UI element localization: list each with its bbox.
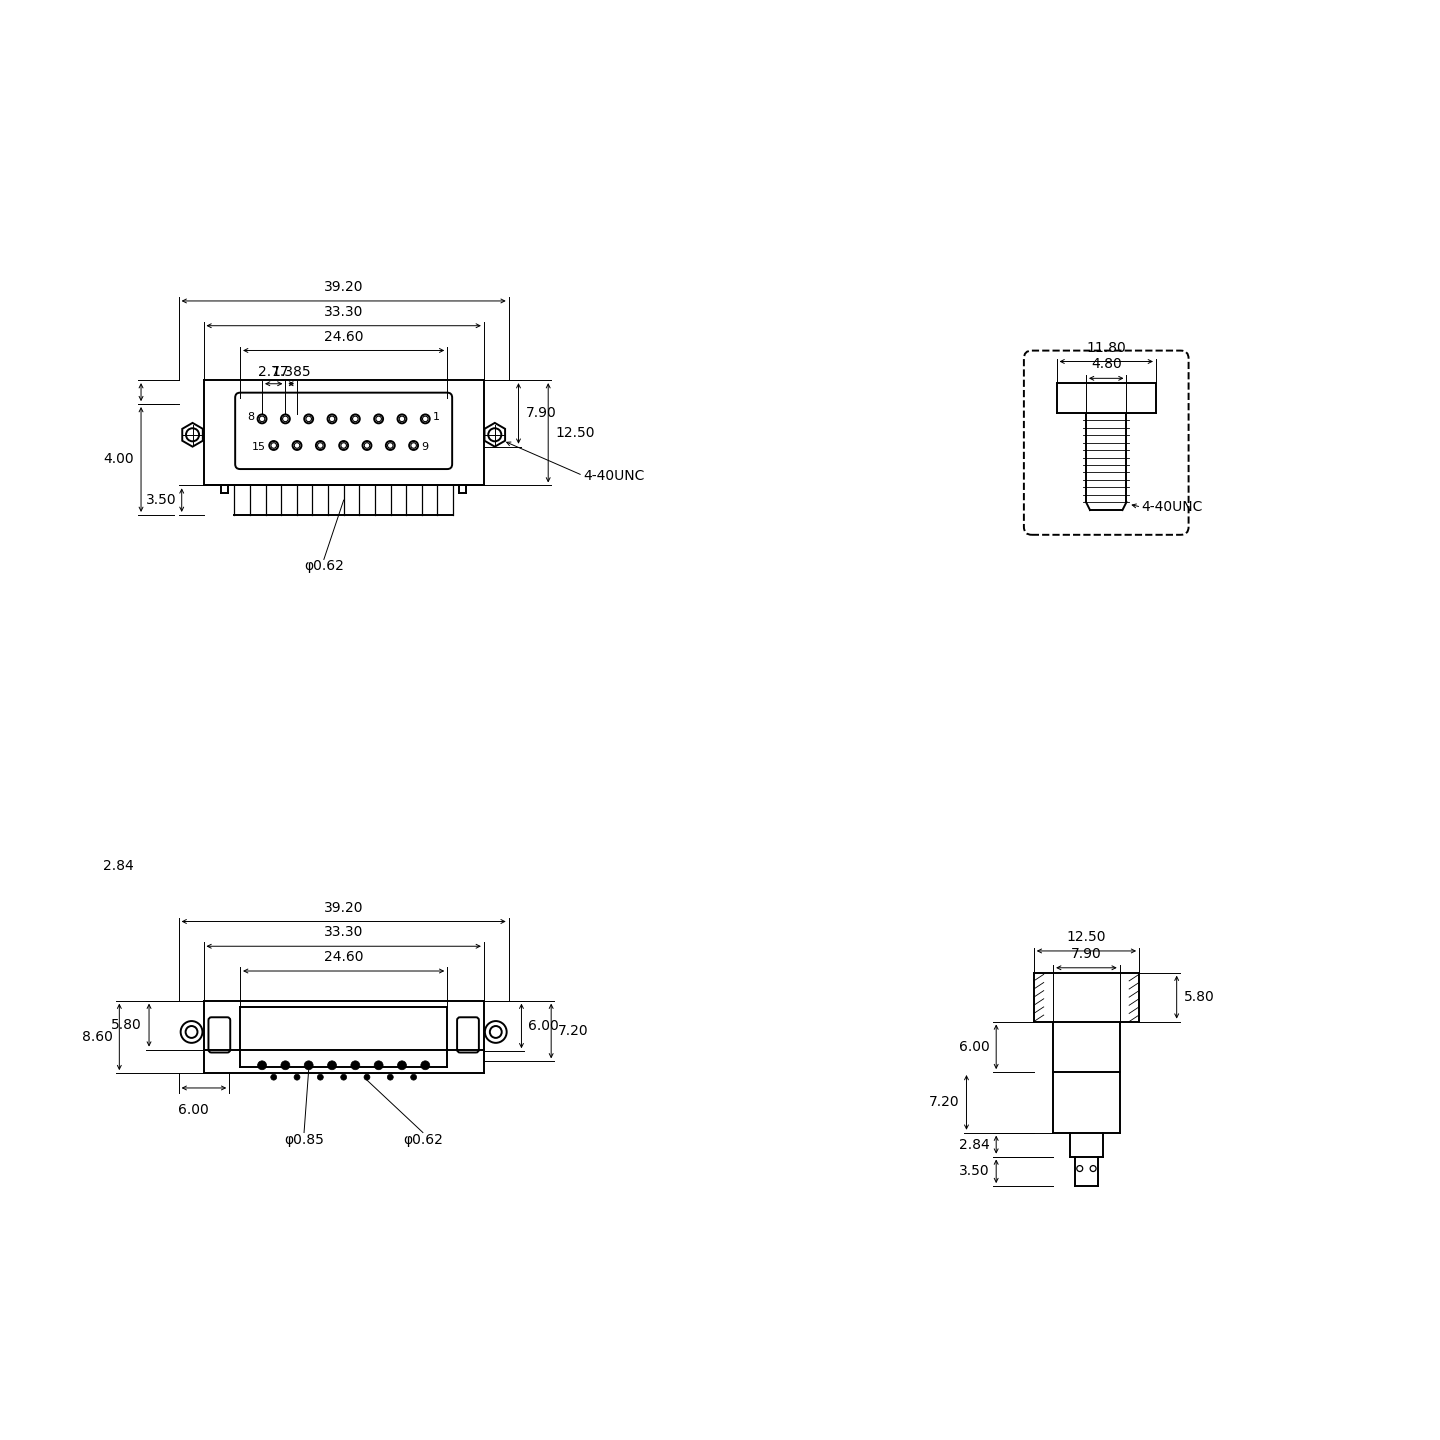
Text: 4.80: 4.80 [1092, 357, 1122, 372]
Text: 2.77: 2.77 [258, 364, 289, 379]
Text: 33.30: 33.30 [324, 305, 363, 318]
Text: 7.20: 7.20 [559, 1024, 589, 1038]
Circle shape [374, 1061, 383, 1070]
Text: 7.90: 7.90 [526, 406, 556, 420]
Text: 4-40UNC: 4-40UNC [583, 468, 644, 482]
Text: 4.00: 4.00 [104, 452, 134, 467]
Circle shape [281, 1061, 289, 1070]
Circle shape [387, 1074, 393, 1080]
Circle shape [341, 1074, 347, 1080]
Text: 7.20: 7.20 [929, 1096, 959, 1109]
Text: 11.80: 11.80 [1086, 340, 1126, 354]
Circle shape [271, 1074, 276, 1080]
Text: 2.84: 2.84 [959, 1138, 989, 1152]
Circle shape [327, 1061, 337, 1070]
Text: φ0.62: φ0.62 [403, 1132, 444, 1146]
Circle shape [258, 1061, 266, 1070]
Text: 8: 8 [248, 412, 255, 422]
Text: 24.60: 24.60 [324, 330, 363, 344]
Text: 5.80: 5.80 [1184, 991, 1214, 1004]
Circle shape [317, 1074, 324, 1080]
Text: 1: 1 [432, 412, 439, 422]
Text: 12.50: 12.50 [1067, 930, 1106, 945]
Text: 3.50: 3.50 [959, 1165, 989, 1178]
Circle shape [420, 1061, 429, 1070]
Text: 24.60: 24.60 [324, 950, 363, 963]
Text: 3.50: 3.50 [145, 492, 177, 507]
Text: 9: 9 [420, 442, 428, 452]
Text: 2.84: 2.84 [104, 860, 134, 873]
Circle shape [397, 1061, 406, 1070]
Text: 4-40UNC: 4-40UNC [1142, 500, 1202, 514]
Circle shape [410, 1074, 416, 1080]
Circle shape [294, 1074, 300, 1080]
Circle shape [351, 1061, 360, 1070]
Text: 6.00: 6.00 [959, 1040, 989, 1054]
Text: 7.90: 7.90 [1071, 948, 1102, 960]
Text: φ0.62: φ0.62 [304, 559, 344, 573]
Text: 6.00: 6.00 [528, 1020, 559, 1032]
Text: 6.00: 6.00 [179, 1103, 209, 1117]
Text: 33.30: 33.30 [324, 926, 363, 939]
Circle shape [304, 1061, 312, 1070]
Text: φ0.85: φ0.85 [284, 1132, 324, 1146]
Circle shape [364, 1074, 370, 1080]
Text: 1.385: 1.385 [271, 364, 311, 379]
Text: 39.20: 39.20 [324, 900, 363, 914]
Text: 39.20: 39.20 [324, 279, 363, 294]
Text: 15: 15 [252, 442, 266, 452]
Text: 5.80: 5.80 [111, 1018, 143, 1032]
Text: 12.50: 12.50 [556, 426, 595, 439]
Text: 8.60: 8.60 [82, 1030, 112, 1044]
